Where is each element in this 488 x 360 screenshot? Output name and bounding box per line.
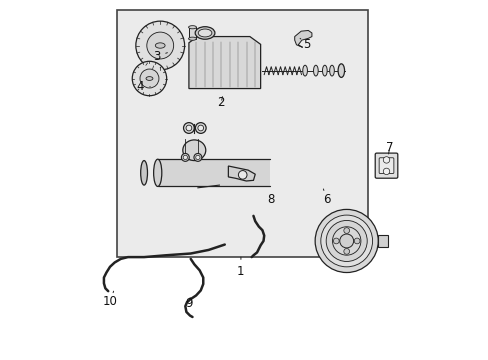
FancyBboxPatch shape — [378, 158, 393, 174]
Text: 1: 1 — [237, 257, 244, 278]
Circle shape — [314, 210, 378, 273]
Circle shape — [333, 238, 339, 244]
Circle shape — [132, 61, 166, 96]
Circle shape — [140, 69, 159, 88]
Bar — [117, 10, 367, 257]
Bar — [188, 27, 196, 39]
FancyBboxPatch shape — [374, 153, 397, 178]
Text: 6: 6 — [323, 189, 330, 206]
Ellipse shape — [183, 155, 187, 159]
Circle shape — [332, 227, 360, 255]
Ellipse shape — [322, 65, 326, 76]
Circle shape — [320, 215, 372, 267]
Text: 2: 2 — [217, 96, 224, 109]
Circle shape — [325, 220, 366, 261]
Ellipse shape — [188, 26, 196, 29]
Circle shape — [343, 228, 349, 233]
Ellipse shape — [194, 153, 202, 161]
Polygon shape — [228, 166, 255, 181]
Ellipse shape — [198, 29, 211, 37]
Circle shape — [343, 248, 349, 254]
Ellipse shape — [153, 159, 162, 186]
Ellipse shape — [181, 153, 189, 161]
Text: 9: 9 — [185, 297, 192, 310]
Text: 10: 10 — [102, 291, 117, 309]
Ellipse shape — [198, 125, 203, 131]
Ellipse shape — [141, 161, 147, 185]
Circle shape — [146, 32, 173, 59]
Bar — [377, 234, 387, 247]
Ellipse shape — [195, 27, 214, 39]
Text: 7: 7 — [385, 141, 393, 154]
Ellipse shape — [183, 140, 205, 161]
Ellipse shape — [188, 37, 196, 40]
Polygon shape — [294, 31, 311, 47]
Ellipse shape — [313, 65, 318, 76]
Ellipse shape — [337, 64, 344, 77]
Circle shape — [383, 157, 389, 163]
Ellipse shape — [155, 43, 165, 48]
Ellipse shape — [302, 65, 307, 76]
Circle shape — [339, 234, 353, 248]
Text: 4: 4 — [137, 80, 150, 93]
Circle shape — [136, 21, 184, 70]
Polygon shape — [188, 37, 260, 89]
Ellipse shape — [195, 155, 200, 159]
Circle shape — [238, 171, 246, 179]
Ellipse shape — [146, 77, 153, 80]
Circle shape — [353, 238, 359, 244]
Ellipse shape — [185, 125, 191, 131]
Text: 3: 3 — [153, 50, 167, 63]
Ellipse shape — [195, 123, 206, 134]
Ellipse shape — [183, 123, 194, 134]
Text: 8: 8 — [267, 193, 275, 206]
Circle shape — [383, 168, 389, 175]
Ellipse shape — [329, 65, 334, 76]
Text: 5: 5 — [300, 38, 310, 51]
